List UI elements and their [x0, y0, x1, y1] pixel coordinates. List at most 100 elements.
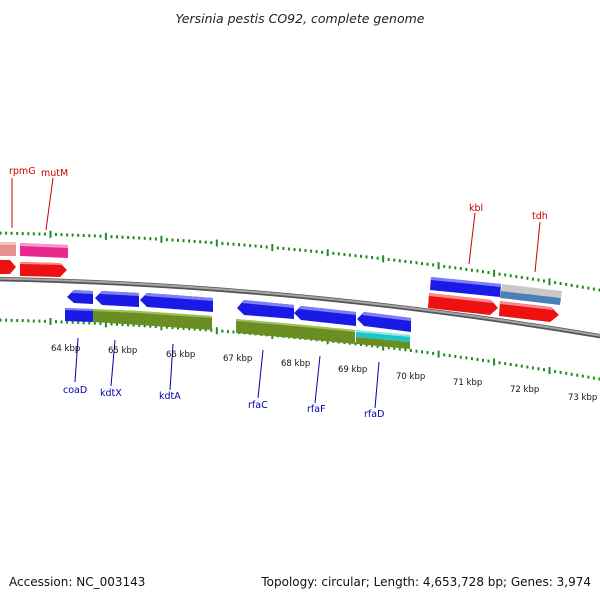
label-leaders	[11, 177, 541, 409]
tick-mark-outer	[99, 234, 102, 238]
tick-mark-inner	[565, 371, 568, 375]
cds-red-left-1	[0, 260, 16, 274]
tick-mark-outer	[470, 268, 473, 272]
tick-mark-outer	[171, 238, 174, 242]
scale-label-68kbp: 68 kbp	[281, 359, 310, 369]
tick-mark-inner	[221, 329, 224, 333]
tick-mark-inner	[0, 318, 2, 322]
tick-mark-inner	[55, 320, 57, 324]
tick-mark-outer	[82, 234, 85, 237]
tick-mark-outer	[66, 233, 69, 237]
tick-mark-inner	[443, 353, 446, 357]
tick-mark-outer	[426, 262, 429, 266]
tick-mark-inner	[177, 326, 179, 330]
tick-mark-inner	[598, 377, 600, 381]
tick-mark-outer	[71, 233, 74, 237]
tick-mark-outer	[509, 274, 512, 278]
tick-mark-outer	[421, 262, 423, 265]
tick-mark-inner	[104, 320, 107, 328]
tick-mark-inner	[592, 376, 595, 380]
feature-kdtA-block	[139, 311, 212, 330]
tick-mark-outer	[531, 277, 534, 281]
tick-mark-inner	[232, 330, 235, 334]
tick-mark-outer	[365, 255, 368, 259]
tick-mark-outer	[260, 245, 263, 248]
tick-mark-outer	[210, 241, 213, 245]
tick-mark-outer	[21, 232, 24, 236]
tick-marks	[0, 230, 600, 381]
tick-mark-inner	[5, 318, 8, 322]
scale-label-71kbp: 71 kbp	[453, 378, 482, 388]
gene-label-rfaF: rfaF	[307, 404, 326, 415]
tick-mark-inner	[371, 344, 374, 348]
tick-mark-outer	[149, 237, 152, 241]
tick-mark-outer	[132, 236, 135, 240]
gene-label-rpmG: rpmG	[9, 166, 36, 177]
tick-mark-inner	[16, 319, 19, 322]
tick-mark-outer	[304, 249, 307, 252]
feature-tdh-steel	[500, 291, 561, 305]
tick-mark-inner	[93, 321, 96, 325]
tick-mark-outer	[10, 231, 13, 235]
feature-salmon-left	[0, 242, 16, 256]
tick-mark-outer	[293, 248, 296, 251]
tick-mark-outer	[254, 244, 257, 248]
tick-mark-inner	[49, 318, 52, 325]
tick-mark-outer	[110, 235, 113, 239]
tick-mark-outer	[165, 238, 168, 242]
tick-mark-outer	[432, 263, 435, 267]
tick-mark-inner	[409, 349, 412, 352]
tick-mark-inner	[160, 323, 163, 331]
tick-mark-inner	[199, 328, 202, 331]
tick-mark-outer	[409, 260, 412, 264]
tick-mark-outer	[565, 282, 568, 286]
feature-tdh-grey	[501, 284, 562, 298]
tick-mark-inner	[520, 364, 523, 368]
tick-mark-inner	[27, 319, 30, 323]
tick-mark-outer	[437, 262, 440, 270]
tick-mark-inner	[10, 318, 13, 322]
tick-mark-outer	[360, 254, 362, 258]
tick-mark-inner	[404, 348, 407, 352]
tick-mark-outer	[193, 239, 196, 243]
tick-mark-outer	[504, 273, 507, 277]
tick-mark-outer	[587, 286, 590, 290]
tick-mark-outer	[121, 235, 124, 239]
tick-mark-inner	[526, 365, 529, 369]
tick-mark-inner	[110, 322, 113, 326]
tick-mark-inner	[365, 343, 368, 347]
cds-rfaD-arrow	[357, 312, 411, 332]
tick-mark-inner	[82, 321, 85, 325]
tick-mark-inner	[487, 359, 490, 363]
tick-mark-outer	[188, 239, 191, 243]
tick-mark-inner	[376, 344, 379, 348]
feature-rfaD-olive	[356, 337, 410, 349]
scale-label-65kbp: 65 kbp	[108, 346, 137, 356]
tick-mark-inner	[132, 323, 135, 327]
tick-mark-inner	[382, 343, 385, 351]
tick-mark-outer	[498, 272, 501, 276]
tick-mark-outer	[371, 256, 374, 259]
scale-label-73kbp: 73 kbp	[568, 393, 597, 403]
tick-mark-inner	[570, 372, 573, 376]
tick-mark-outer	[0, 231, 2, 235]
tick-mark-inner	[193, 327, 196, 331]
tick-mark-inner	[531, 366, 534, 370]
tick-mark-inner	[204, 328, 207, 332]
tick-mark-outer	[282, 247, 285, 250]
tick-mark-outer	[104, 232, 107, 240]
tick-mark-outer	[559, 282, 562, 285]
tick-mark-outer	[448, 265, 451, 269]
cds-coaD-arrow	[67, 290, 93, 304]
tick-mark-inner	[116, 322, 118, 326]
tick-mark-inner	[38, 319, 41, 323]
tick-mark-outer	[238, 243, 240, 247]
tick-mark-outer	[299, 248, 301, 252]
tick-mark-inner	[554, 370, 557, 373]
tick-mark-outer	[348, 253, 351, 257]
tick-mark-outer	[382, 255, 385, 263]
tick-mark-outer	[265, 245, 268, 249]
tick-mark-outer	[77, 233, 80, 237]
tick-mark-outer	[454, 266, 457, 270]
tick-mark-inner	[66, 320, 69, 324]
